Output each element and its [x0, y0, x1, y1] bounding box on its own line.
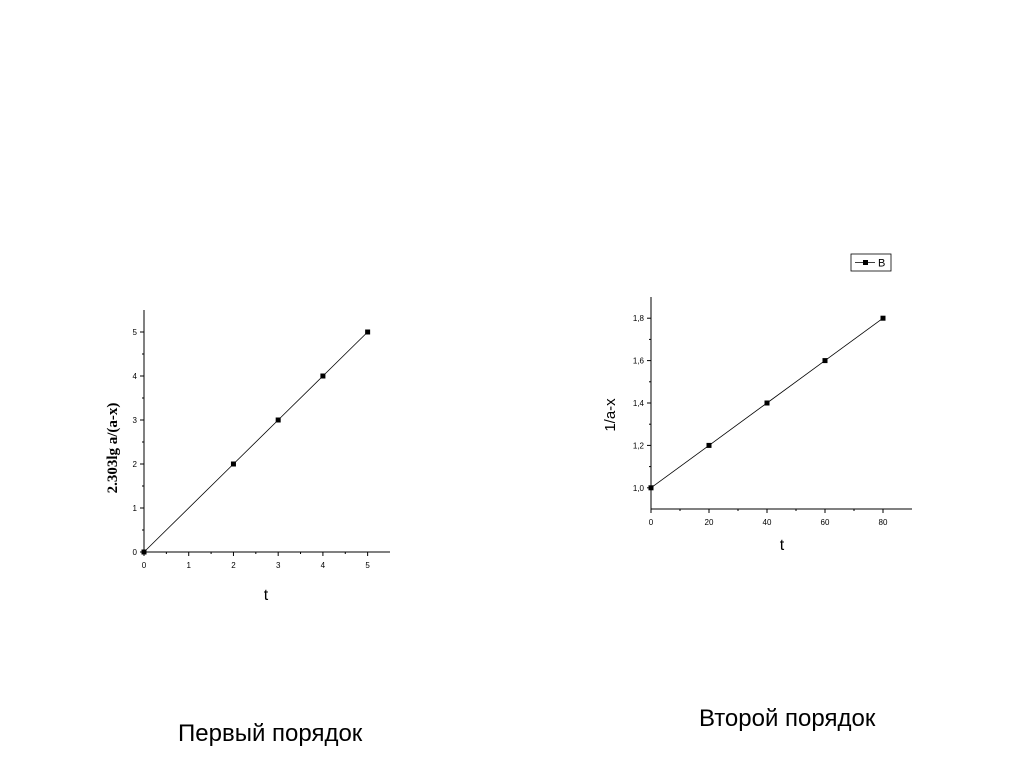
x-axis-label: t	[264, 587, 269, 604]
chart-1: 0 1 2 3 4 5 0 1 2 3 4 5 t 2.303lg a/(a-x)	[105, 310, 390, 604]
data-point	[365, 329, 371, 335]
x-tick-label: 0	[142, 561, 147, 570]
data-point	[320, 373, 326, 379]
x-axis-label: t	[780, 537, 785, 554]
y-tick-label: 1,4	[633, 399, 645, 408]
x-tick-label: 1	[187, 561, 192, 570]
data-point	[880, 315, 886, 321]
first-order-caption: Первый порядок	[178, 720, 363, 747]
y-tick-label: 1,0	[633, 484, 645, 493]
y-tick-label: 1	[133, 504, 138, 513]
x-tick-label: 80	[879, 518, 888, 527]
x-tick-label: 40	[763, 518, 772, 527]
x-tick-label: 2	[231, 561, 236, 570]
series-line	[143, 331, 368, 553]
data-point	[764, 400, 770, 406]
y-axis-label: 1/a-x	[602, 398, 619, 432]
data-point	[648, 485, 654, 491]
data-point	[822, 358, 828, 364]
y-tick-label: 3	[133, 416, 138, 425]
x-tick-label: 3	[276, 561, 281, 570]
x-tick-label: 0	[649, 518, 654, 527]
legend-marker	[863, 260, 868, 265]
data-point	[230, 461, 236, 467]
x-tick-label: 4	[321, 561, 326, 570]
y-tick-label: 1,6	[633, 357, 645, 366]
legend: B	[850, 253, 892, 272]
y-tick-label: 1,2	[633, 441, 645, 450]
y-axis-label: 2.303lg a/(a-x)	[105, 403, 121, 494]
data-point	[141, 549, 147, 555]
x-tick-label: 5	[365, 561, 370, 570]
y-tick-label: 5	[133, 328, 138, 337]
data-point	[275, 417, 281, 423]
data-point	[706, 442, 712, 448]
y-tick-label: 4	[133, 372, 138, 381]
chart-2: 0 20 40 60 80 1,0 1,2 1,4 1,6 1,8 t 1/a-x B	[602, 253, 912, 554]
y-tick-label: 0	[133, 548, 138, 557]
x-tick-label: 60	[821, 518, 830, 527]
second-order-caption: Второй порядок	[699, 705, 876, 732]
legend-label: B	[878, 258, 885, 270]
y-tick-label: 1,8	[633, 314, 645, 323]
y-tick-label: 2	[133, 460, 138, 469]
x-tick-label: 20	[705, 518, 714, 527]
